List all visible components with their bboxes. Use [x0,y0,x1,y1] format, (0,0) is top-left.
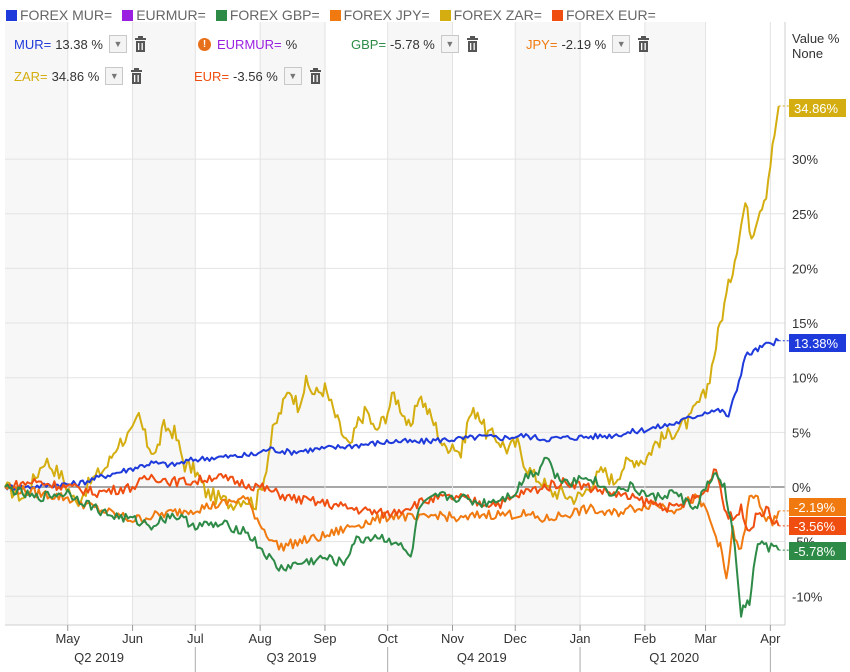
legend-label: EURMUR= [136,7,206,23]
y-tick-label: 20% [792,261,818,276]
end-value-label: -3.56% [794,519,836,534]
series-box-value: -2.19 % [561,36,607,52]
legend-swatch [551,9,563,21]
quarter-label: Q1 2020 [649,650,699,665]
series-box-label: JPY= [526,36,558,52]
series-box-jpy: JPY= -2.19 % ▼ [526,33,651,55]
legend-label: FOREX ZAR= [453,7,542,23]
legend-item-forex-zar[interactable]: FOREX ZAR= [439,7,542,23]
legend-swatch [439,9,451,21]
y-tick-label: -10% [792,589,823,604]
legend-label: FOREX JPY= [343,7,430,23]
end-value-label: -2.19% [794,500,836,515]
value-mode-selector[interactable]: Value % None [792,31,839,61]
x-tick-label: Aug [249,631,272,646]
legend: FOREX MUR= EURMUR= FOREX GBP= FOREX JPY=… [6,5,666,25]
series-options-dropdown[interactable]: ▼ [283,67,302,85]
quarter-label: Q2 2019 [74,650,124,665]
value-mode-option: None [792,46,824,61]
legend-label: FOREX GBP= [229,7,320,23]
end-value-tag [789,542,846,560]
legend-item-forex-mur[interactable]: FOREX MUR= [6,7,112,23]
y-tick-label: 5% [792,425,811,440]
end-value-tag [789,334,846,352]
end-value-tag [789,498,846,516]
quarter-label: Q3 2019 [267,650,317,665]
y-tick-label: 25% [792,207,818,222]
x-tick-label: Oct [378,631,399,646]
x-tick-label: Jul [187,631,204,646]
series-box-value: % [285,36,298,52]
legend-item-forex-jpy[interactable]: FOREX JPY= [329,7,430,23]
x-tick-label: Apr [760,631,781,646]
series-line [4,105,780,511]
legend-item-eurmur[interactable]: EURMUR= [122,7,206,23]
series-box-value: -5.78 % [390,36,435,52]
series-box-value: -3.56 % [233,68,278,84]
trash-icon[interactable] [129,67,144,85]
series-options-dropdown[interactable]: ▼ [108,35,127,53]
series-box-value: 13.38 % [55,36,103,52]
x-tick-label: Nov [441,631,465,646]
legend-swatch [122,9,134,21]
legend-label: FOREX MUR= [20,7,113,23]
value-mode-title: Value % [792,31,840,46]
legend-item-forex-eur[interactable]: FOREX EUR= [551,7,656,23]
end-value-label: 34.86% [794,101,839,116]
series-options-dropdown[interactable]: ▼ [440,35,459,53]
y-tick-label: 15% [792,316,818,331]
x-tick-label: Mar [694,631,717,646]
series-options-dropdown[interactable]: ▼ [105,67,124,85]
series-box-mur: MUR= 13.38 % ▼ [14,33,148,55]
series-box-eur: EUR= -3.56 % ▼ [194,65,323,87]
x-tick-label: Dec [504,631,528,646]
legend-swatch [215,9,227,21]
trash-icon[interactable] [465,35,480,53]
warning-icon: ! [198,37,211,51]
series-box-label: MUR= [14,36,52,52]
series-box-eurmur: ! EURMUR= % [198,33,303,55]
series-box-gbp: GBP= -5.78 % ▼ [351,33,480,55]
series-box-label: GBP= [351,36,387,52]
series-line [4,337,780,491]
x-tick-label: Feb [634,631,656,646]
legend-item-forex-gbp[interactable]: FOREX GBP= [215,7,320,23]
end-value-tag [789,517,846,535]
y-tick-label: 10% [792,371,818,386]
series-box-value: 34.86 % [51,68,100,84]
end-value-label: 13.38% [794,336,839,351]
x-tick-label: May [55,631,80,646]
legend-swatch [329,9,341,21]
series-line [4,456,780,618]
x-tick-label: Sep [313,631,336,646]
series-box-label: EURMUR= [217,36,282,52]
trash-icon[interactable] [308,67,323,85]
legend-swatch [6,9,17,21]
series-options-dropdown[interactable]: ▼ [612,35,631,53]
end-value-tag [789,99,846,117]
y-tick-label: 0% [792,480,811,495]
series-line [4,468,780,532]
trash-icon[interactable] [133,35,148,53]
series-box-label: EUR= [194,68,230,84]
legend-label: FOREX EUR= [565,7,656,23]
quarter-label: Q4 2019 [457,650,507,665]
x-tick-label: Jan [570,631,591,646]
x-tick-label: Jun [122,631,143,646]
trash-icon[interactable] [636,35,651,53]
series-box-zar: ZAR= 34.86 % ▼ [14,65,144,87]
y-tick-label: 30% [792,152,818,167]
end-value-label: -5.78% [794,544,836,559]
series-box-label: ZAR= [14,68,48,84]
